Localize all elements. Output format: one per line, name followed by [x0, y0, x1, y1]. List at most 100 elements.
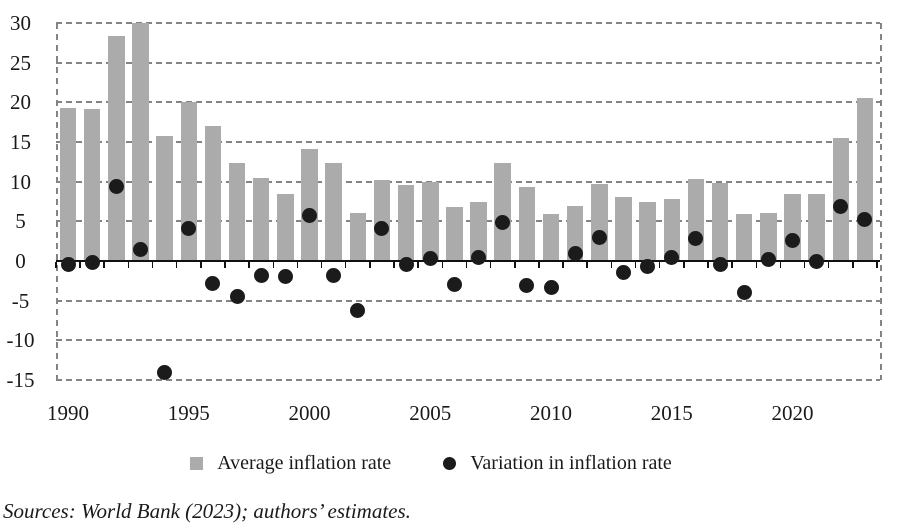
dot-2020: [785, 232, 800, 248]
bar-2001: [325, 163, 342, 261]
x-axis-tick: [731, 262, 733, 268]
x-axis-label: 2020: [771, 401, 814, 425]
dot-2014: [640, 259, 656, 275]
bar-2000: [301, 149, 318, 261]
dot-2018: [736, 285, 752, 301]
y-axis-label: 5: [15, 209, 26, 234]
dot-1992: [108, 178, 124, 194]
bar-2005: [422, 182, 439, 261]
bar-2016: [687, 179, 705, 261]
legend: Average inflation rate Variation in infl…: [0, 449, 862, 477]
dot-1999: [277, 269, 293, 285]
bar-2007: [470, 202, 487, 261]
dot-2012: [591, 229, 607, 245]
zero-axis-line: [56, 260, 880, 262]
x-axis-tick: [417, 262, 419, 268]
dot-2017: [712, 257, 728, 273]
x-axis-tick: [296, 262, 299, 268]
bar-1991: [83, 109, 101, 261]
bar-2020: [784, 193, 801, 261]
x-axis-tick: [489, 262, 492, 268]
dot-1990: [60, 257, 76, 273]
x-axis-tick: [827, 262, 830, 268]
gridline: [56, 141, 880, 143]
x-axis-tick: [369, 262, 371, 268]
x-axis-tick: [634, 262, 637, 268]
y-axis-label: -15: [6, 368, 35, 392]
bar-2009: [518, 187, 536, 261]
x-axis-label: 2005: [409, 401, 452, 425]
x-axis-tick: [876, 262, 878, 268]
dot-2008: [495, 214, 511, 230]
x-axis-tick: [248, 262, 250, 268]
legend-bar-marker-icon: [190, 456, 204, 470]
x-axis-tick: [610, 262, 613, 268]
x-axis-tick: [658, 262, 661, 268]
dot-2007: [471, 249, 487, 265]
x-axis-tick: [465, 262, 468, 268]
dot-1997: [229, 289, 245, 305]
source-note: Sources: World Bank (2023); authors’ est…: [3, 499, 411, 523]
bar-1998: [252, 178, 270, 261]
gridline: [56, 379, 880, 381]
dot-2021: [809, 254, 825, 270]
dot-1995: [181, 220, 197, 236]
bar-1992: [108, 35, 125, 261]
x-axis-tick: [779, 262, 782, 268]
right-axis-line: [880, 23, 882, 380]
dot-2006: [446, 277, 462, 293]
dot-2023: [857, 212, 873, 228]
left-axis-line: [56, 23, 58, 380]
x-axis-tick: [200, 262, 202, 268]
x-axis-tick: [852, 262, 854, 268]
y-axis-label: 20: [10, 90, 31, 115]
dot-2010: [543, 280, 559, 296]
dot-2004: [398, 257, 414, 273]
bar-2008: [494, 163, 511, 261]
bar-2012: [591, 184, 608, 261]
bar-2002: [349, 212, 367, 261]
bar-2015: [663, 199, 680, 261]
legend-label-variation-inflation-rate: Variation in inflation rate: [470, 451, 672, 474]
bar-2004: [397, 184, 415, 261]
dot-2005: [422, 251, 438, 267]
x-axis-tick: [441, 262, 444, 268]
dot-2022: [833, 198, 849, 214]
bar-2006: [446, 207, 463, 261]
dot-2013: [615, 264, 631, 280]
x-axis-label: 2010: [530, 401, 572, 425]
dot-2003: [374, 220, 390, 236]
dot-1998: [253, 267, 269, 283]
x-axis-tick: [320, 262, 323, 268]
bar-1990: [59, 107, 77, 261]
x-axis-label: 1990: [47, 401, 89, 425]
gridline: [56, 339, 880, 342]
x-axis-tick: [683, 262, 685, 268]
y-axis-label: 25: [10, 50, 31, 75]
dot-2019: [760, 251, 776, 267]
y-axis-label: 30: [10, 11, 31, 35]
x-axis-label: 1995: [167, 401, 210, 425]
dot-2016: [688, 231, 704, 247]
gridline: [56, 61, 880, 64]
bar-1996: [204, 126, 222, 261]
y-axis-label: -5: [11, 288, 30, 313]
legend-item-variation-inflation-rate: Variation in inflation rate: [443, 452, 672, 475]
bar-2010: [542, 214, 560, 261]
bar-1994: [156, 135, 173, 261]
dot-2002: [350, 303, 366, 319]
y-axis-label: 0: [15, 249, 26, 273]
dot-1996: [205, 275, 221, 291]
dot-2000: [302, 208, 317, 224]
x-axis-label: 2000: [288, 401, 331, 425]
bar-2023: [856, 97, 874, 261]
dot-1991: [84, 255, 100, 271]
x-axis-tick: [151, 262, 154, 268]
x-axis-tick: [55, 262, 57, 268]
x-axis-tick: [562, 262, 564, 268]
dot-2011: [567, 245, 583, 261]
dot-1993: [132, 241, 148, 257]
bar-2018: [735, 214, 753, 261]
dot-2015: [664, 249, 680, 265]
